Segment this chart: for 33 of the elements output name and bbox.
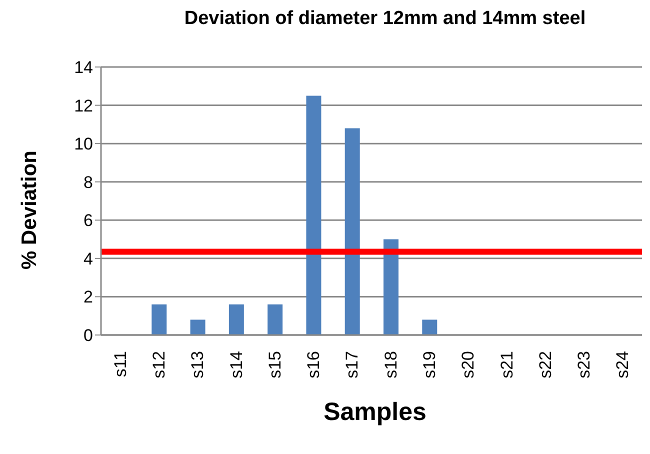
x-tick-label: s13: [188, 351, 208, 378]
y-tick-label: 2: [84, 288, 93, 307]
x-tick-label: s21: [497, 351, 516, 378]
x-tick-label: s18: [381, 351, 400, 378]
x-tick-label: s11: [110, 351, 130, 378]
x-tick-label: s15: [265, 351, 284, 378]
y-tick-label: 0: [84, 326, 93, 346]
x-tick-label: s22: [536, 351, 555, 378]
bar: [422, 320, 438, 335]
y-axis-title: % Deviation: [18, 150, 42, 270]
x-tick-label: s23: [574, 351, 594, 378]
y-tick-label: 6: [84, 211, 93, 230]
x-tick-label: s20: [458, 351, 478, 378]
x-axis-title: Samples: [322, 398, 428, 427]
y-tick-label: 14: [74, 58, 93, 78]
x-tick-label: s14: [226, 351, 246, 378]
y-tick-label: 4: [84, 249, 93, 268]
chart-title: Deviation of diameter 12mm and 14mm steel: [183, 8, 587, 30]
x-tick-label: s19: [420, 351, 439, 378]
bar: [228, 304, 244, 335]
bar: [306, 96, 322, 335]
x-tick-label: s17: [342, 351, 362, 378]
y-tick-label: 10: [74, 134, 93, 154]
bar: [190, 320, 206, 335]
x-tick-label: s16: [304, 351, 324, 378]
y-tick-label: 12: [74, 96, 93, 116]
bar: [384, 239, 398, 335]
x-tick-label: s12: [149, 351, 168, 378]
x-tick-label: s24: [613, 351, 632, 378]
bar: [152, 304, 167, 335]
bar: [268, 304, 283, 335]
y-tick-label: 8: [84, 172, 93, 192]
bar: [344, 128, 360, 335]
